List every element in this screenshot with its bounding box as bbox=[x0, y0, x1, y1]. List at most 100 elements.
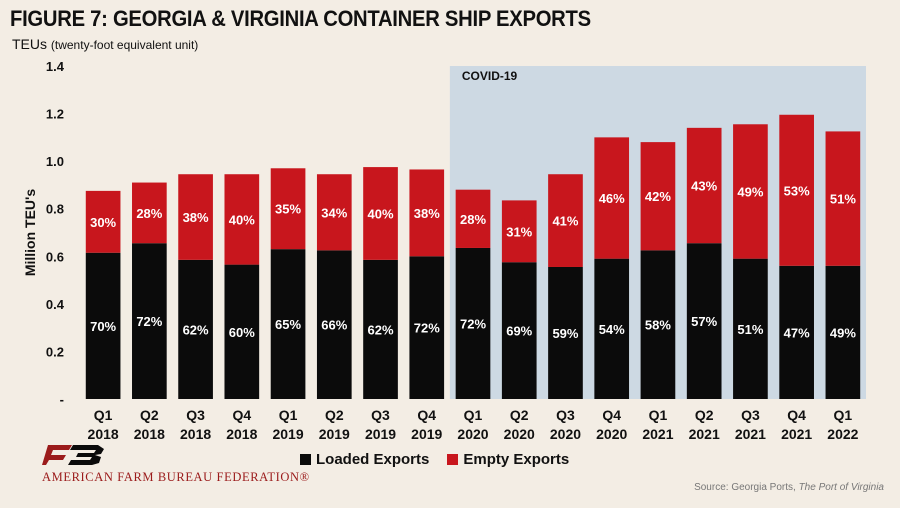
bar-empty bbox=[316, 174, 352, 251]
x-tick-year: 2018 bbox=[226, 426, 257, 442]
data-label-loaded: 62% bbox=[183, 322, 209, 337]
bar-empty bbox=[825, 131, 861, 266]
x-tick-year: 2018 bbox=[134, 426, 165, 442]
bar-loaded bbox=[85, 252, 121, 399]
y-axis-label: Million TEU's bbox=[22, 189, 38, 277]
data-label-empty: 53% bbox=[784, 183, 810, 198]
org-name: AMERICAN FARM BUREAU FEDERATION® bbox=[42, 470, 310, 484]
data-label-loaded: 62% bbox=[368, 322, 394, 337]
x-tick-quarter: Q4 bbox=[232, 407, 251, 423]
x-tick-quarter: Q1 bbox=[94, 407, 113, 423]
bar-empty bbox=[548, 174, 583, 267]
bar-loaded bbox=[224, 264, 260, 399]
data-label-empty: 40% bbox=[368, 206, 394, 221]
x-tick-quarter: Q1 bbox=[464, 407, 483, 423]
x-tick-quarter: Q2 bbox=[510, 407, 529, 423]
x-tick-year: 2018 bbox=[180, 426, 211, 442]
data-label-empty: 38% bbox=[183, 210, 209, 225]
x-tick-year: 2019 bbox=[411, 426, 442, 442]
bar-loaded bbox=[548, 266, 583, 399]
bar-loaded bbox=[825, 265, 861, 399]
data-label-empty: 34% bbox=[321, 205, 347, 220]
data-label-empty: 51% bbox=[830, 192, 856, 207]
data-label-empty: 41% bbox=[552, 214, 578, 229]
bar-empty bbox=[501, 200, 537, 263]
data-label-loaded: 57% bbox=[691, 314, 717, 329]
bar-empty bbox=[686, 127, 722, 244]
bar-loaded bbox=[733, 258, 768, 399]
bar-empty bbox=[85, 190, 121, 253]
y-tick-label: 0.2 bbox=[46, 344, 64, 359]
data-label-loaded: 66% bbox=[321, 318, 347, 333]
bar-empty bbox=[178, 174, 213, 260]
bar-loaded bbox=[132, 243, 167, 399]
x-tick-quarter: Q3 bbox=[186, 407, 205, 423]
bar-loaded bbox=[779, 265, 814, 399]
x-tick-quarter: Q1 bbox=[649, 407, 668, 423]
data-label-loaded: 60% bbox=[229, 325, 255, 340]
bar-empty bbox=[594, 137, 630, 259]
x-tick-year: 2021 bbox=[781, 426, 812, 442]
bar-empty bbox=[779, 114, 814, 266]
x-tick-quarter: Q2 bbox=[140, 407, 159, 423]
x-tick-year: 2020 bbox=[457, 426, 488, 442]
data-label-loaded: 59% bbox=[552, 326, 578, 341]
x-tick-quarter: Q1 bbox=[279, 407, 298, 423]
y-tick-label: - bbox=[60, 392, 64, 407]
data-label-empty: 43% bbox=[691, 179, 717, 194]
bar-empty bbox=[733, 124, 768, 259]
legend-swatch-empty bbox=[447, 454, 459, 465]
legend-swatch-loaded bbox=[300, 454, 311, 465]
bar-empty bbox=[132, 182, 167, 244]
x-tick-year: 2019 bbox=[319, 426, 350, 442]
x-tick-quarter: Q4 bbox=[787, 407, 806, 423]
bar-empty bbox=[640, 142, 676, 251]
x-tick-year: 2021 bbox=[642, 426, 673, 442]
bar-loaded bbox=[455, 247, 491, 399]
bar-loaded bbox=[501, 262, 537, 399]
bar-loaded bbox=[640, 250, 676, 399]
x-tick-quarter: Q1 bbox=[834, 407, 853, 423]
legend-label-loaded: Loaded Exports bbox=[316, 451, 430, 468]
y-tick-label: 1.4 bbox=[46, 59, 65, 74]
subtitle-unit: TEUs bbox=[12, 36, 47, 52]
data-label-empty: 40% bbox=[229, 212, 255, 227]
data-label-loaded: 47% bbox=[784, 325, 810, 340]
data-label-empty: 46% bbox=[599, 191, 625, 206]
bar-empty bbox=[270, 168, 306, 250]
source-italic: The Port of Virginia bbox=[798, 482, 884, 493]
data-label-empty: 38% bbox=[414, 206, 440, 221]
x-tick-year: 2021 bbox=[689, 426, 720, 442]
x-tick-quarter: Q3 bbox=[741, 407, 760, 423]
x-tick-year: 2018 bbox=[88, 426, 119, 442]
legend-label-empty: Empty Exports bbox=[463, 451, 570, 468]
source-note: Source: Georgia Ports, The Port of Virgi… bbox=[694, 482, 884, 493]
bar-loaded bbox=[316, 250, 352, 399]
data-label-loaded: 54% bbox=[599, 322, 625, 337]
data-label-empty: 31% bbox=[506, 224, 532, 239]
bar-loaded bbox=[363, 259, 398, 399]
legend-item-empty: Empty Exports bbox=[447, 451, 569, 468]
y-tick-label: 0.8 bbox=[46, 202, 64, 217]
x-tick-year: 2021 bbox=[735, 426, 766, 442]
x-tick-quarter: Q2 bbox=[325, 407, 344, 423]
data-label-empty: 35% bbox=[275, 202, 301, 217]
data-label-loaded: 72% bbox=[414, 321, 440, 336]
bar-loaded bbox=[178, 259, 213, 399]
legend-item-loaded: Loaded Exports bbox=[300, 451, 429, 468]
y-tick-label: 0.6 bbox=[46, 249, 64, 264]
data-label-empty: 28% bbox=[460, 212, 486, 227]
bar-loaded bbox=[594, 258, 630, 399]
bar-loaded bbox=[409, 256, 445, 399]
data-label-empty: 28% bbox=[136, 206, 162, 221]
data-label-loaded: 72% bbox=[460, 316, 486, 331]
x-tick-year: 2020 bbox=[596, 426, 627, 442]
data-label-empty: 30% bbox=[90, 215, 116, 230]
data-label-loaded: 70% bbox=[90, 319, 116, 334]
bar-empty bbox=[409, 169, 445, 257]
data-label-loaded: 65% bbox=[275, 317, 301, 332]
bar-empty bbox=[363, 167, 398, 260]
x-tick-quarter: Q3 bbox=[371, 407, 390, 423]
bar-loaded bbox=[270, 249, 306, 399]
